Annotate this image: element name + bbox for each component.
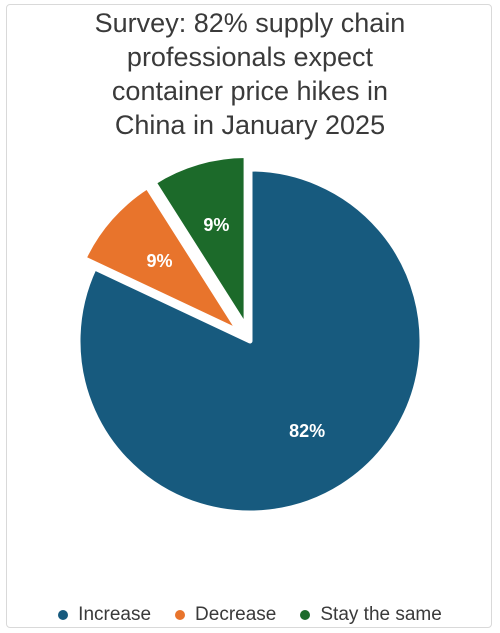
pie-label-stay-the-same: 9% [203,215,229,235]
chart-title-line-3: container price hikes in [111,76,389,106]
chart-title-line-2: professionals expect [126,42,374,72]
legend-label-decrease: Decrease [195,604,277,625]
pie-slice-stay-the-same[interactable] [151,153,249,331]
legend-swatch-decrease [175,610,186,620]
chart-title-line-1: Survey: 82% supply chain [94,8,406,38]
legend-swatch-increase [58,610,69,620]
chart-legend: Increase Decrease Stay the same [0,604,500,626]
legend-item-stay-the-same[interactable]: Stay the same [300,604,442,626]
pie-slice-decrease[interactable] [81,184,242,335]
legend-label-stay-the-same: Stay the same [320,604,442,625]
legend-item-increase[interactable]: Increase [58,604,151,626]
pie-slice-increase[interactable] [75,166,425,516]
chart-title: Survey: 82% supply chain professionals e… [0,6,500,142]
pie-label-decrease: 9% [146,251,172,271]
pie-label-increase: 82% [289,421,325,441]
legend-swatch-stay-the-same [300,610,311,620]
legend-item-decrease[interactable]: Decrease [175,604,276,626]
legend-label-increase: Increase [78,604,152,625]
chart-title-line-4: China in January 2025 [114,110,386,140]
